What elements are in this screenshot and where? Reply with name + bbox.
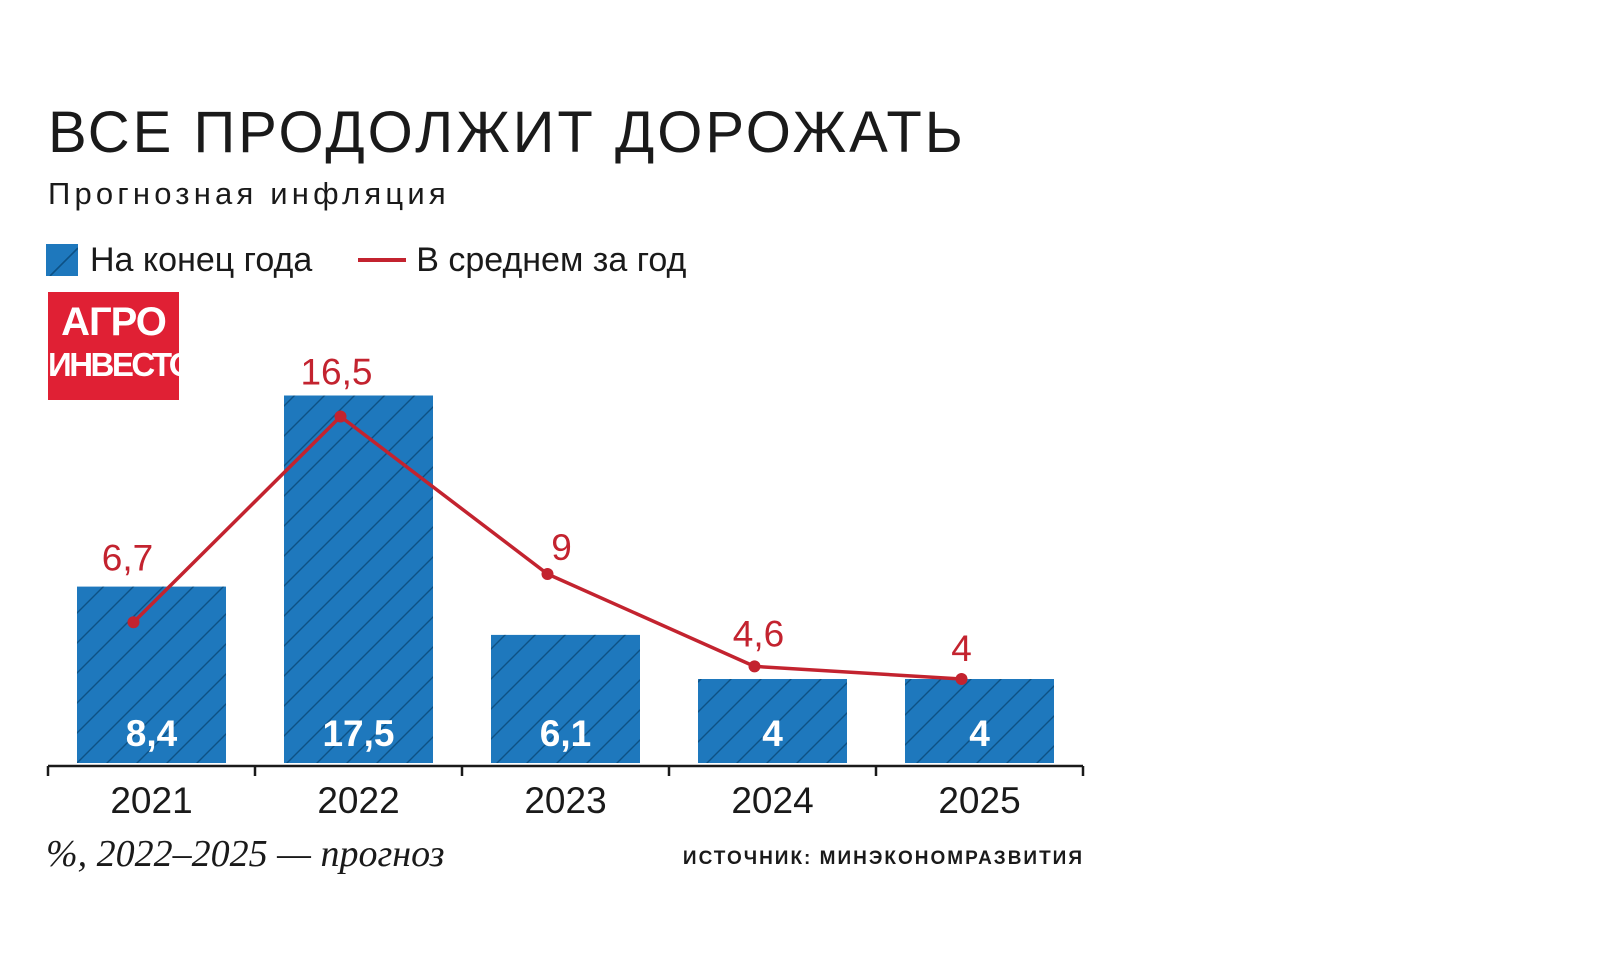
legend-bar-swatch (46, 244, 78, 276)
bar-hatch-2023 (491, 634, 640, 763)
bar-value-label-2023: 6,1 (540, 713, 591, 754)
legend-item-bars: На конец года (46, 241, 312, 280)
legend: На конец года В среднем за год (46, 240, 686, 280)
line-point-2023 (541, 568, 554, 580)
line-point-2024 (748, 660, 761, 673)
line-value-label-2022: 16,5 (300, 352, 372, 393)
legend-bar-label: На конец года (90, 240, 313, 279)
line-point-2022 (334, 410, 347, 423)
source-note: ИСТОЧНИК: МИНЭКОНОМРАЗВИТИЯ (682, 848, 1084, 869)
x-tick-label-2021: 2021 (110, 780, 192, 821)
logo-text-line1: АГРО (61, 300, 167, 344)
bar-value-label-2024: 4 (762, 713, 783, 754)
line-value-label-2024: 4,6 (733, 613, 784, 654)
legend-item-line: В среднем за год (358, 241, 686, 280)
x-tick-label-2022: 2022 (317, 780, 399, 821)
bar-hatch-2024 (698, 679, 847, 763)
bar-value-label-2022: 17,5 (322, 713, 394, 754)
line-value-label-2025: 4 (951, 628, 972, 669)
bar-value-label-2025: 4 (969, 713, 990, 754)
line-value-label-2021: 6,7 (102, 537, 153, 578)
bar-value-label-2021: 8,4 (126, 713, 178, 754)
x-tick-label-2024: 2024 (731, 780, 813, 821)
line-point-2021 (127, 616, 140, 629)
line-value-label-2023: 9 (551, 527, 572, 568)
bar-hatch-2025 (905, 679, 1054, 763)
legend-line-label: В среднем за год (416, 240, 687, 279)
legend-line-swatch (358, 258, 407, 262)
bar-hatch-2021 (77, 586, 226, 763)
bar-hatch-2022 (284, 395, 433, 763)
units-footnote: %, 2022–2025 — прогноз (46, 833, 445, 875)
chart-title: ВСЕ ПРОДОЛЖИТ ДОРОЖАТЬ (48, 100, 966, 165)
x-tick-label-2025: 2025 (938, 780, 1020, 821)
x-tick-label-2023: 2023 (524, 780, 606, 821)
line-point-2025 (955, 673, 968, 685)
chart-subtitle: Прогнозная инфляция (48, 176, 450, 211)
